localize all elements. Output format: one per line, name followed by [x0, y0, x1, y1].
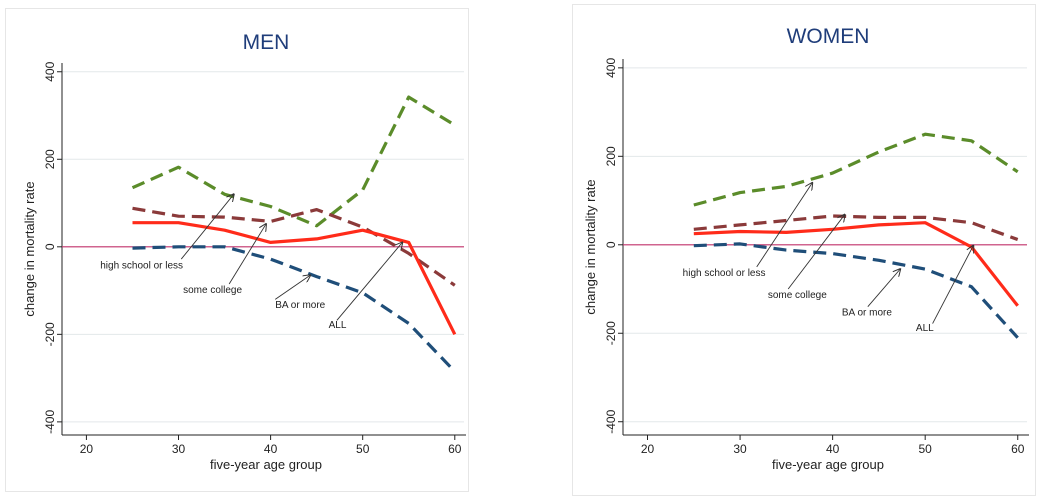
women-y-tick-label: 0: [604, 241, 618, 248]
men-annotation-arrow-high-school-or-less: [180, 194, 233, 260]
women-x-axis-label: five-year age group: [772, 457, 884, 472]
women-x-tick-label: 40: [826, 442, 840, 456]
men-chart: 400 200 0 -200 -400 20 30 40 50 60 MEN five-year ag…: [22, 31, 466, 472]
women-y-tick-label: -200: [604, 321, 618, 345]
men-x-tick-label: 50: [356, 442, 370, 456]
men-x-tick-label: 30: [172, 442, 186, 456]
men-y-tick-label: -200: [43, 322, 57, 346]
men-annotation-arrow-some-college: [228, 224, 266, 285]
men-x-tick-label: 60: [448, 442, 462, 456]
men-y-tick-label: -400: [43, 410, 57, 434]
women-annotation-high-school-or-less: high school or less: [683, 268, 766, 279]
women-series-high-school-or-less: [693, 132, 1019, 207]
men-x-tick-label: 40: [264, 442, 278, 456]
women-annotation-arrow-ba-or-more: [867, 269, 900, 308]
men-y-axis-label: change in mortality rate: [22, 181, 37, 316]
men-x-tick-label: 20: [80, 442, 94, 456]
men-annotation-some-college: some college: [183, 285, 242, 296]
men-chart-panel: 400 200 0 -200 -400 20 30 40 50 60 MEN five-year ag…: [5, 8, 469, 492]
women-x-tick-label: 60: [1011, 442, 1025, 456]
men-series-ba-or-more: [132, 245, 456, 373]
men-chart-title: MEN: [243, 31, 290, 54]
women-chart-panel: 400 200 0 -200 -400 20 30 40 50 60 WOMEN five-year …: [572, 4, 1036, 496]
men-annotation-arrow-ba-or-more: [274, 275, 310, 300]
women-annotation-arrow-some-college: [787, 215, 844, 290]
women-series-ba-or-more: [693, 242, 1019, 339]
women-chart: 400 200 0 -200 -400 20 30 40 50 60 WOMEN five-year …: [583, 25, 1029, 472]
women-annotation-arrow-all: [932, 246, 974, 324]
men-annotation-arrow-all: [336, 242, 402, 321]
women-annotation-arrow-high-school-or-less: [756, 183, 813, 268]
women-annotation-ba-or-more: BA or more: [842, 308, 892, 319]
men-x-axis-label: five-year age group: [210, 457, 322, 472]
women-series-all: [693, 221, 1019, 307]
women-annotation-some-college: some college: [768, 290, 827, 301]
women-y-axis-label: change in mortality rate: [583, 179, 598, 314]
men-annotation-high-school-or-less: high school or less: [100, 261, 183, 272]
women-y-tick-label: -400: [604, 409, 618, 433]
men-series-all: [132, 221, 457, 336]
men-y-tick-label: 400: [43, 61, 57, 81]
men-annotation-all: ALL: [329, 320, 347, 331]
women-x-tick-label: 50: [919, 442, 933, 456]
women-x-tick-label: 30: [733, 442, 747, 456]
women-x-tick-label: 20: [641, 442, 655, 456]
men-y-tick-label: 0: [43, 243, 57, 250]
men-annotation-ba-or-more: BA or more: [275, 300, 325, 311]
men-y-tick-label: 200: [43, 149, 57, 169]
women-chart-title: WOMEN: [787, 25, 870, 48]
women-y-tick-label: 400: [604, 58, 618, 78]
women-y-tick-label: 200: [604, 146, 618, 166]
men-series-high-school-or-less: [131, 95, 456, 228]
men-series-some-college: [132, 206, 456, 287]
women-series-some-college: [693, 214, 1019, 242]
women-annotation-all: ALL: [916, 323, 934, 334]
